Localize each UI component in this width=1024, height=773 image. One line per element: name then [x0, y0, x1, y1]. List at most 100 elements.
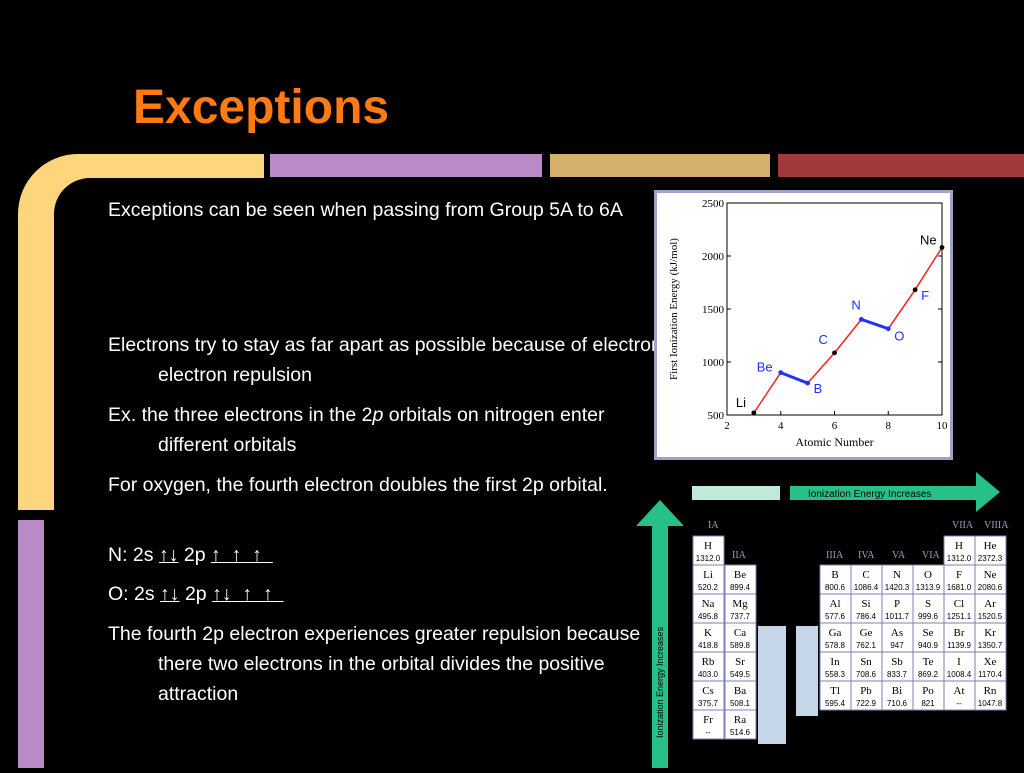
element-symbol: Pb — [860, 685, 872, 697]
element-symbol: Ge — [860, 627, 873, 639]
element-cell — [692, 593, 725, 624]
element-energy: 578.8 — [825, 641, 846, 650]
chart-point-label: O — [894, 329, 904, 344]
chart-line-segment — [914, 247, 943, 291]
element-energy: 558.3 — [825, 670, 846, 679]
element-cell — [881, 622, 914, 653]
element-symbol: Te — [923, 656, 934, 668]
chart-point — [858, 316, 864, 322]
element-symbol: Fr — [703, 714, 713, 726]
chart-line-segment — [887, 289, 916, 330]
element-energy: -- — [705, 728, 711, 737]
element-symbol: Ne — [984, 569, 997, 581]
element-symbol: N — [893, 569, 901, 581]
element-symbol: Be — [734, 569, 746, 581]
element-symbol: He — [984, 540, 997, 552]
element-energy: 833.7 — [887, 670, 908, 679]
x-tick-label: 10 — [937, 420, 949, 432]
ionization-up-arrow — [636, 500, 684, 768]
paragraph-repulsion: Electrons try to stay as far apart as po… — [108, 334, 669, 386]
element-symbol: K — [704, 627, 712, 639]
element-energy: 508.1 — [730, 699, 751, 708]
chart-point — [912, 287, 918, 293]
x-tick-label: 4 — [778, 420, 784, 432]
x-tick-label: 2 — [724, 420, 730, 432]
element-symbol: In — [830, 656, 840, 668]
element-energy: 869.2 — [918, 670, 939, 679]
element-energy: 1251.1 — [947, 612, 972, 621]
chart-point-label: B — [814, 381, 823, 396]
decorative-bar-gold — [550, 154, 770, 177]
ionization-energy-chart: 500 1000 1500 2000 2500 2 4 6 8 10 Atomic Number Fi… — [654, 190, 953, 460]
chart-line-segment — [807, 352, 836, 384]
element-energy: 1139.9 — [947, 641, 971, 650]
element-energy: 1047.8 — [978, 699, 1003, 708]
element-energy: 947 — [890, 641, 904, 650]
y-tick-label: 2500 — [702, 198, 725, 210]
chart-point — [805, 380, 811, 386]
paragraph-nitrogen-post: orbitals on nitrogen enter different orb… — [158, 404, 605, 456]
chart-plot-frame — [726, 202, 943, 416]
element-symbol: Sb — [891, 656, 903, 668]
nitrogen-2p-label: 2p — [178, 544, 211, 566]
arrow-up-label: Ionization Energy Increases — [655, 626, 665, 738]
chart-point — [939, 245, 945, 250]
paragraph-nitrogen-pre: Ex. the three electrons in the 2 — [108, 404, 373, 426]
element-cell — [692, 709, 725, 740]
group-label: IIIA — [826, 550, 844, 561]
chart-point — [885, 326, 891, 332]
element-symbol: C — [862, 569, 869, 581]
element-cell — [724, 709, 757, 740]
oxygen-2s-arrows: ↑↓ — [160, 583, 180, 605]
slide-title: Exceptions — [133, 81, 390, 134]
slide-heading: Exceptions can be seen when passing from… — [108, 199, 623, 221]
element-symbol: Ga — [829, 627, 842, 639]
element-symbol: Ar — [984, 598, 996, 610]
element-cell — [724, 622, 757, 653]
element-cell — [692, 622, 725, 653]
element-symbol: B — [831, 569, 838, 581]
element-energy: 1008.4 — [947, 670, 972, 679]
decorative-bar-purple — [270, 154, 542, 177]
element-energy: 1681.0 — [947, 583, 972, 592]
element-symbol: Sn — [860, 656, 872, 668]
element-energy: 577.6 — [825, 612, 846, 621]
element-symbol: H — [704, 540, 712, 552]
element-energy: 514.6 — [730, 728, 751, 737]
element-cell — [974, 680, 1007, 711]
element-energy: 762.1 — [856, 641, 877, 650]
paragraph-nitrogen: Ex. the three electrons in the 2p orbita… — [108, 400, 678, 460]
arrow-right-label: Ionization Energy Increases — [808, 489, 931, 500]
chart-point-label: N — [851, 297, 860, 312]
transition-metals-placeholder — [796, 626, 818, 716]
element-symbol: Mg — [732, 598, 748, 610]
chart-point-label: Li — [736, 395, 746, 410]
element-symbol: Tl — [830, 685, 840, 697]
chart-point — [832, 350, 837, 356]
element-energy: 2372.3 — [978, 554, 1003, 563]
element-symbol: Na — [702, 598, 715, 610]
element-energy: 1312.0 — [947, 554, 972, 563]
y-axis-label: First Ionization Energy (kJ/mol) — [668, 238, 680, 380]
y-tick-label: 1000 — [702, 357, 725, 369]
element-symbol: Sr — [735, 656, 745, 668]
element-energy: 549.5 — [730, 670, 751, 679]
element-symbol: Br — [954, 627, 965, 639]
element-symbol: P — [894, 598, 900, 610]
paragraph-nitrogen-italic: p — [372, 404, 384, 426]
element-cell — [974, 651, 1007, 682]
element-energy: 1011.7 — [885, 612, 909, 621]
element-cell — [850, 593, 883, 624]
transition-metals-placeholder — [758, 626, 786, 744]
oxygen-config-label: O: 2s — [108, 583, 161, 605]
element-energy: 2080.6 — [978, 583, 1003, 592]
element-energy: 999.6 — [918, 612, 939, 621]
chart-line-segment — [753, 372, 782, 414]
element-energy: 708.6 — [856, 670, 877, 679]
element-symbol: Ra — [734, 714, 746, 726]
paragraph-repulsion-explanation: The fourth 2p electron experiences great… — [108, 623, 641, 705]
element-energy: 1170.4 — [978, 670, 1002, 679]
y-tick-label: 1500 — [702, 304, 725, 316]
chart-line-segment — [833, 318, 862, 354]
element-symbol: Cs — [702, 685, 714, 697]
